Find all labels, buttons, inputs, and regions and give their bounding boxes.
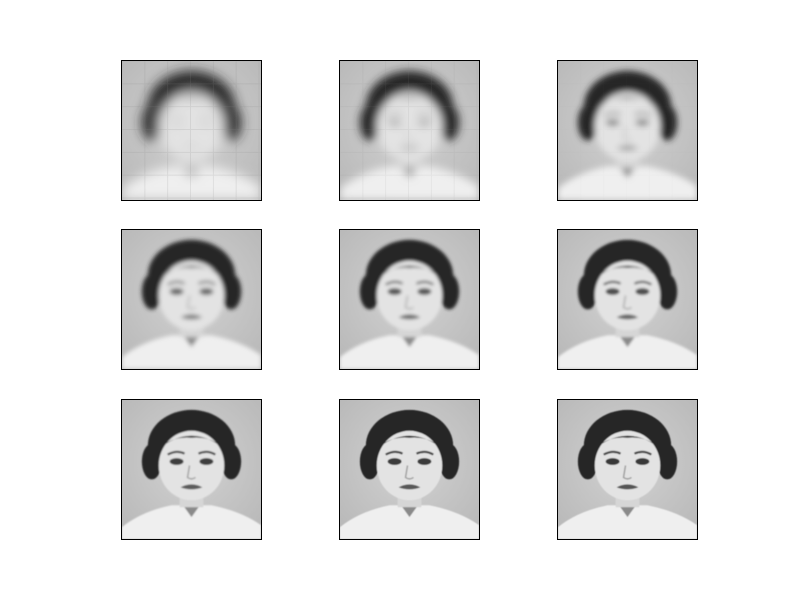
face-panel-r2c1 (339, 399, 480, 540)
face-image (340, 230, 479, 369)
face-panel-r1c2 (557, 229, 698, 370)
face-image (558, 400, 697, 539)
face-image (122, 400, 261, 539)
face-image (122, 230, 261, 369)
face-panel-r0c2 (557, 60, 698, 201)
face-panel-r1c1 (339, 229, 480, 370)
face-image (558, 230, 697, 369)
face-panel-r0c0 (121, 60, 262, 201)
face-panel-r1c0 (121, 229, 262, 370)
face-image (558, 61, 697, 200)
face-panel-r2c2 (557, 399, 698, 540)
face-image (340, 400, 479, 539)
face-image (340, 61, 479, 200)
face-panel-r0c1 (339, 60, 480, 201)
face-panel-r2c0 (121, 399, 262, 540)
face-image (122, 61, 261, 200)
